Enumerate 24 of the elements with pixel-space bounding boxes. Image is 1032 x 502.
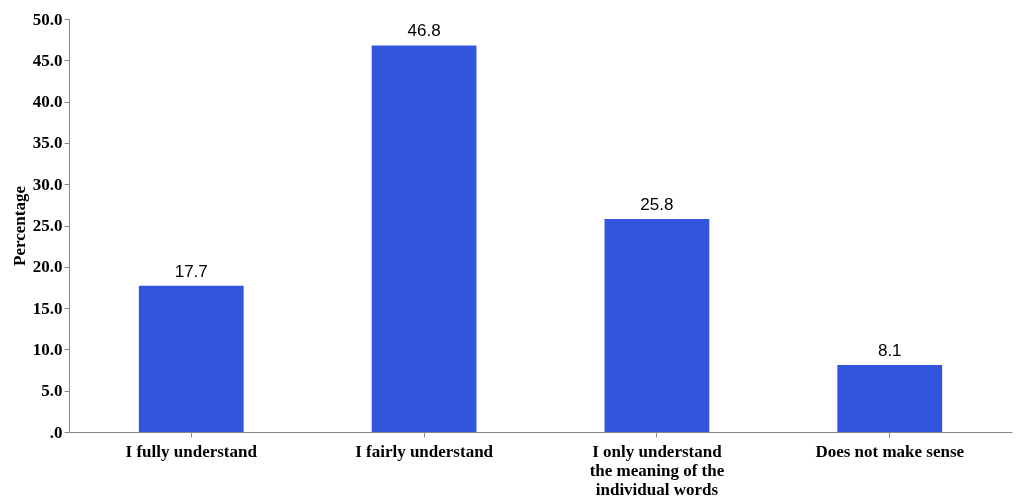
y-tick-label: 25.0	[32, 216, 63, 235]
bar	[371, 45, 477, 432]
y-tick-label: 30.0	[32, 174, 63, 194]
y-tick-label: 45.0	[32, 50, 63, 70]
x-tick-label: I only understand the meaning of the individual words	[589, 441, 725, 499]
x-tick-label: I fully understand	[125, 441, 258, 461]
y-tick-label: 5.0	[41, 381, 63, 401]
data-label: 46.8	[407, 21, 441, 41]
y-tick-label: 10.0	[32, 339, 63, 359]
y-axis-title: Percentage	[9, 185, 29, 266]
x-tick-label: Does not make sense	[815, 441, 965, 461]
y-tick-label: .0	[49, 422, 63, 442]
data-label: 8.1	[877, 341, 902, 361]
bar	[604, 218, 710, 432]
data-label: 17.7	[174, 261, 208, 281]
data-label: 25.8	[640, 194, 674, 214]
y-tick-label: 50.0	[32, 9, 63, 29]
bar	[138, 285, 244, 432]
y-tick-label: 40.0	[32, 92, 63, 112]
bar	[837, 365, 943, 432]
y-tick-label: 15.0	[32, 298, 63, 318]
y-tick-label: 35.0	[32, 133, 63, 153]
y-tick-label: 20.0	[32, 257, 63, 277]
x-tick-label: I fairly understand	[355, 441, 494, 461]
